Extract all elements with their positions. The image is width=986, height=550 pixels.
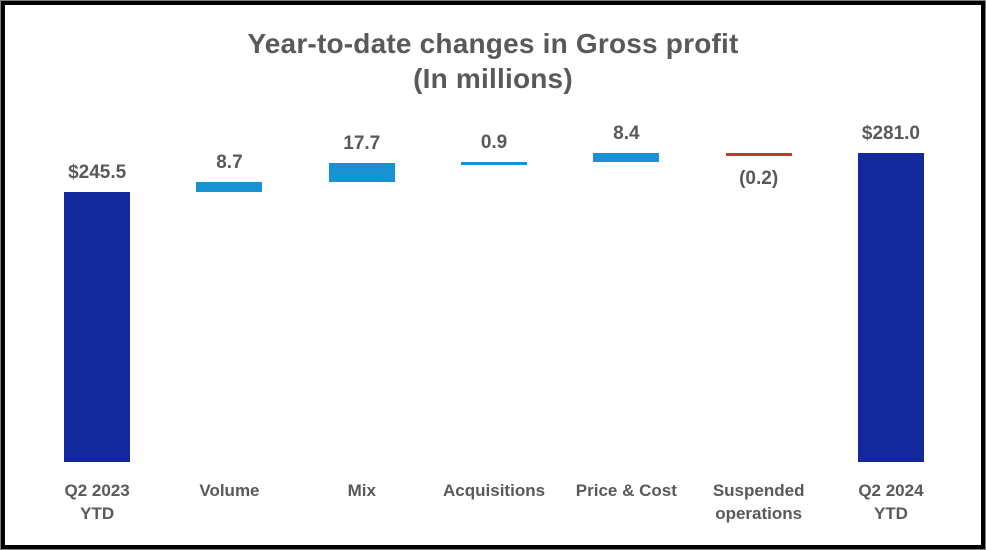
category-label-mix: Mix <box>347 481 376 500</box>
category-label-price-cost: Price & Cost <box>575 481 677 500</box>
value-label-volume: 8.7 <box>216 152 243 174</box>
chart-title-block: Year-to-date changes in Gross profit (In… <box>1 26 985 96</box>
bar-price-cost <box>593 152 660 162</box>
bar-suspended-operations <box>725 152 792 156</box>
bar-volume <box>196 182 263 192</box>
value-label-q2-2024-ytd: $281.0 <box>861 122 920 144</box>
value-label-mix: 17.7 <box>343 132 381 154</box>
bar-q2-2023-ytd <box>64 191 131 462</box>
chart-title: Year-to-date changes in Gross profit <box>247 28 739 59</box>
category-label-acquisitions: Acquisitions <box>443 481 546 500</box>
bar-mix <box>328 162 395 183</box>
value-label-suspended-operations: (0.2) <box>739 167 779 189</box>
bar-acquisitions <box>461 161 528 165</box>
category-label-q2-2023-ytd: Q2 2023 YTD <box>64 481 130 523</box>
value-label-acquisitions: 0.9 <box>480 131 508 153</box>
chart-subtitle: (In millions) <box>413 63 573 94</box>
value-label-q2-2023-ytd: $245.5 <box>68 161 127 183</box>
category-label-q2-2024-ytd: Q2 2024 YTD <box>858 481 924 523</box>
category-label-suspended-operations: Suspended operations <box>712 481 805 523</box>
category-label-volume: Volume <box>199 481 260 500</box>
bar-q2-2024-ytd <box>857 152 924 462</box>
value-label-price-cost: 8.4 <box>613 122 640 144</box>
